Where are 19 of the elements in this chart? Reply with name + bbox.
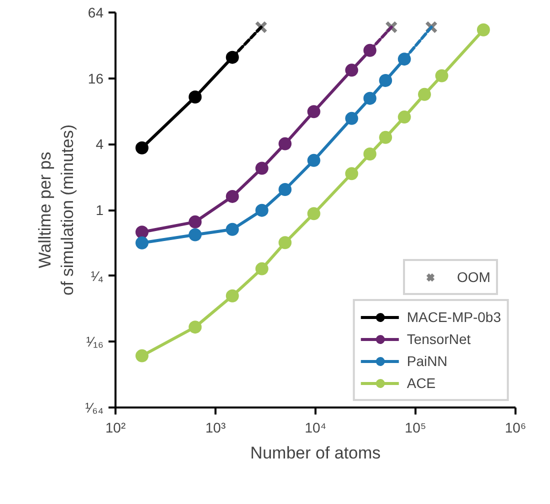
x-tick-label: 10⁴ [304, 420, 326, 436]
y-tick-label: 1 [96, 202, 104, 218]
x-tick-label: 10⁵ [404, 420, 426, 436]
legend-label: TensorNet [406, 330, 471, 348]
y-tick-label: ¹⁄₄ [90, 268, 104, 284]
x-tick-label: 10³ [205, 420, 226, 436]
legend-label: ACE [406, 374, 436, 392]
y-tick-label: 4 [96, 136, 104, 152]
x-axis-title: Number of atoms [250, 444, 381, 462]
x-tick-label: 10⁶ [504, 420, 526, 436]
y-axis-title: Walltime per ps of simulation (minutes) [35, 124, 78, 296]
y-tick-label: 64 [88, 4, 104, 20]
legend-label: PaiNN [406, 352, 448, 370]
y-tick-label: 16 [88, 70, 104, 86]
y-tick-label: ¹⁄₆₄ [85, 400, 104, 416]
legend-label: OOM [457, 268, 490, 286]
y-tick-label: ¹⁄₁₆ [86, 334, 104, 350]
x-tick-label: 10² [105, 420, 126, 436]
legend-label: MACE-MP-0b3 [406, 308, 501, 326]
